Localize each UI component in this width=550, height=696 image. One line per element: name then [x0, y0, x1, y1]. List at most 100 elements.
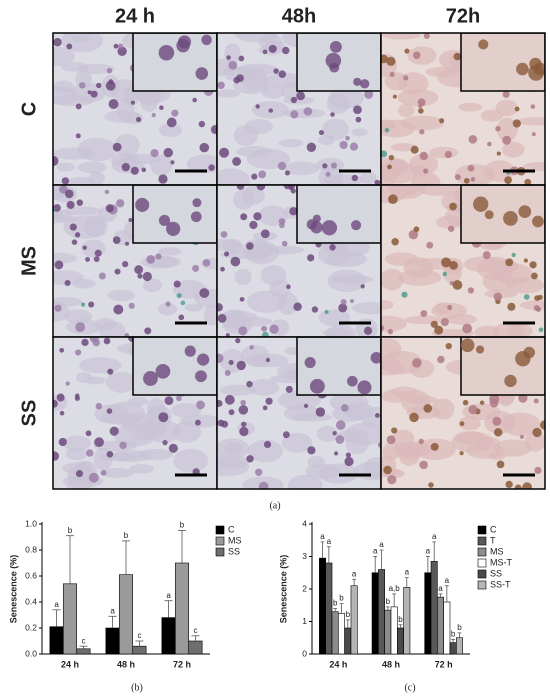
significance-letter: a — [426, 547, 431, 556]
inset-nucleus — [158, 214, 171, 227]
nucleus — [146, 254, 156, 264]
bar — [338, 613, 345, 655]
y-tick-label: 1 — [302, 616, 307, 626]
nucleus — [236, 185, 245, 190]
nucleus — [345, 135, 350, 141]
cell-body — [157, 302, 177, 316]
nucleus — [128, 218, 133, 223]
nucleus — [496, 151, 501, 156]
nucleus — [196, 400, 205, 410]
nucleus — [241, 421, 247, 427]
legend-swatch — [477, 525, 487, 535]
nucleus — [273, 68, 279, 74]
bar — [430, 561, 438, 655]
nucleus — [258, 481, 269, 489]
inset-nucleus — [192, 198, 202, 208]
nucleus — [240, 213, 248, 221]
legend-swatch — [477, 536, 487, 546]
cell-body — [173, 448, 209, 473]
legend-label: SS-T — [490, 579, 511, 589]
cell-body — [493, 439, 532, 457]
nucleus — [502, 90, 510, 98]
y-tick-label: 0.8 — [25, 544, 37, 554]
panel-label: (b) — [131, 682, 143, 693]
bar — [331, 611, 339, 655]
cell-body — [172, 421, 202, 443]
significance-letter: c — [137, 631, 141, 640]
cell-body — [502, 141, 525, 158]
significance-letter: a — [166, 591, 171, 600]
bar — [384, 609, 392, 655]
nucleus — [173, 280, 181, 288]
error-bar — [164, 600, 173, 618]
nucleus — [349, 142, 359, 151]
error-bar — [65, 535, 75, 584]
nucleus — [87, 90, 92, 95]
nucleus — [452, 280, 463, 290]
cell-body — [233, 125, 258, 146]
nucleus — [265, 357, 271, 363]
nucleus — [374, 412, 380, 418]
cell-body — [284, 161, 320, 176]
error-bar — [432, 541, 437, 562]
nucleus — [335, 420, 346, 430]
nucleus — [107, 368, 114, 375]
nucleus — [290, 96, 298, 104]
nucleus — [104, 189, 110, 195]
nucleus — [522, 482, 532, 489]
error-bar — [425, 556, 430, 573]
cell-body — [56, 162, 75, 172]
nucleus — [151, 112, 156, 118]
error-bar — [326, 546, 331, 563]
nucleus — [141, 167, 147, 173]
cell-body — [316, 425, 339, 442]
nucleus — [307, 254, 315, 262]
nucleus — [208, 164, 215, 171]
nucleus — [117, 46, 127, 56]
significance-letter: a — [373, 547, 378, 556]
inset — [460, 185, 545, 244]
nucleus — [531, 132, 536, 137]
legend-swatch — [477, 558, 487, 568]
stain — [538, 327, 544, 333]
x-tick-label: 72 h — [435, 659, 453, 669]
cell-body — [523, 162, 545, 172]
cell-body — [221, 66, 252, 77]
significance-letter: b — [457, 623, 462, 632]
cell-body — [496, 117, 518, 142]
nucleus — [88, 472, 99, 483]
micrograph — [381, 337, 545, 489]
nucleus — [505, 480, 513, 489]
cell-body — [402, 185, 419, 196]
significance-letter: a — [327, 537, 332, 546]
cell-body — [219, 384, 256, 396]
nucleus — [281, 240, 288, 247]
legend-label: MS — [228, 535, 242, 545]
nucleus — [281, 46, 290, 55]
y-tick-label: 4 — [302, 518, 307, 528]
legend-label: C — [490, 524, 497, 534]
cell-body — [327, 269, 367, 292]
nucleus — [59, 410, 65, 416]
nucleus — [95, 402, 103, 410]
significance-letter: a — [445, 576, 450, 585]
bar — [390, 606, 398, 655]
nucleus — [79, 82, 86, 89]
nucleus — [420, 310, 428, 317]
cell-body — [436, 215, 464, 230]
nucleus — [413, 51, 421, 60]
inset-nucleus — [329, 40, 342, 53]
inset — [132, 337, 217, 396]
cell-body — [351, 128, 368, 137]
nucleus — [85, 256, 90, 262]
nucleus — [226, 55, 231, 60]
nucleus — [246, 242, 254, 250]
micrograph-grid — [52, 32, 546, 490]
nucleus — [239, 296, 245, 302]
cell-body — [501, 412, 541, 437]
cell-body — [317, 135, 335, 146]
bar — [118, 574, 134, 655]
nucleus — [377, 441, 381, 448]
nucleus — [449, 202, 457, 211]
nucleus — [404, 48, 410, 54]
